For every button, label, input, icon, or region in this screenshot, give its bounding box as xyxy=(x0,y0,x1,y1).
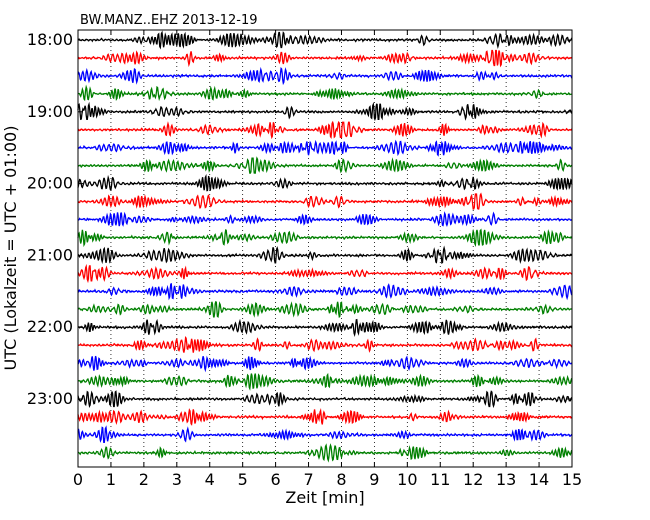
trace-line xyxy=(77,355,573,373)
trace-line xyxy=(77,156,573,174)
trace-line xyxy=(77,372,573,391)
x-tick-label: 11 xyxy=(430,470,450,489)
y-tick-label: 23:00 xyxy=(27,389,73,408)
trace-line xyxy=(77,139,573,157)
x-tick-label: 12 xyxy=(463,470,483,489)
x-tick-label: 13 xyxy=(496,470,516,489)
trace-line xyxy=(77,120,573,140)
y-tick-label: 18:00 xyxy=(27,30,73,49)
trace-line xyxy=(77,282,573,301)
x-tick-label: 5 xyxy=(238,470,248,489)
y-tick-label: 22:00 xyxy=(27,317,73,336)
x-ticks: 0 1 2 3 4 5 6 7 8 9 10 11 12 13 14 15 xyxy=(73,30,582,489)
y-tick-label: 20:00 xyxy=(27,174,73,193)
trace-line xyxy=(77,300,573,319)
x-tick-label: 15 xyxy=(562,470,582,489)
trace-line xyxy=(77,173,573,192)
y-ticks: 18:00 19:00 20:00 21:00 22:00 23:00 xyxy=(27,30,572,408)
x-tick-label: 1 xyxy=(106,470,116,489)
trace-line xyxy=(77,443,573,463)
trace-line xyxy=(77,425,573,444)
x-tick-label: 9 xyxy=(369,470,379,489)
y-axis-label: UTC (Lokalzeit = UTC + 01:00) xyxy=(1,126,20,371)
trace-line xyxy=(77,390,573,409)
x-axis-label: Zeit [min] xyxy=(285,488,364,507)
chart-title: BW.MANZ..EHZ 2013-12-19 xyxy=(80,13,258,28)
trace-line xyxy=(77,84,573,102)
x-tick-label: 7 xyxy=(303,470,313,489)
trace-line xyxy=(77,66,573,86)
y-tick-label: 19:00 xyxy=(27,102,73,121)
x-tick-label: 8 xyxy=(336,470,346,489)
trace-line xyxy=(77,192,573,210)
x-tick-label: 3 xyxy=(172,470,182,489)
trace-line xyxy=(78,211,573,228)
trace-line xyxy=(77,30,573,50)
x-tick-label: 10 xyxy=(397,470,417,489)
x-tick-label: 6 xyxy=(271,470,281,489)
y-tick-label: 21:00 xyxy=(27,245,73,264)
grid-lines xyxy=(110,30,540,467)
trace-line xyxy=(77,318,573,338)
trace-line xyxy=(77,228,573,248)
x-tick-label: 2 xyxy=(139,470,149,489)
trace-line xyxy=(77,335,573,353)
trace-line xyxy=(77,408,573,426)
trace-line xyxy=(77,101,573,122)
trace-line xyxy=(77,49,573,68)
x-tick-label: 14 xyxy=(529,470,549,489)
trace-line xyxy=(77,263,573,284)
traces xyxy=(77,30,573,463)
plot-frame xyxy=(77,29,573,468)
x-tick-label: 4 xyxy=(205,470,215,489)
x-tick-label: 0 xyxy=(73,470,83,489)
trace-line xyxy=(77,245,573,265)
